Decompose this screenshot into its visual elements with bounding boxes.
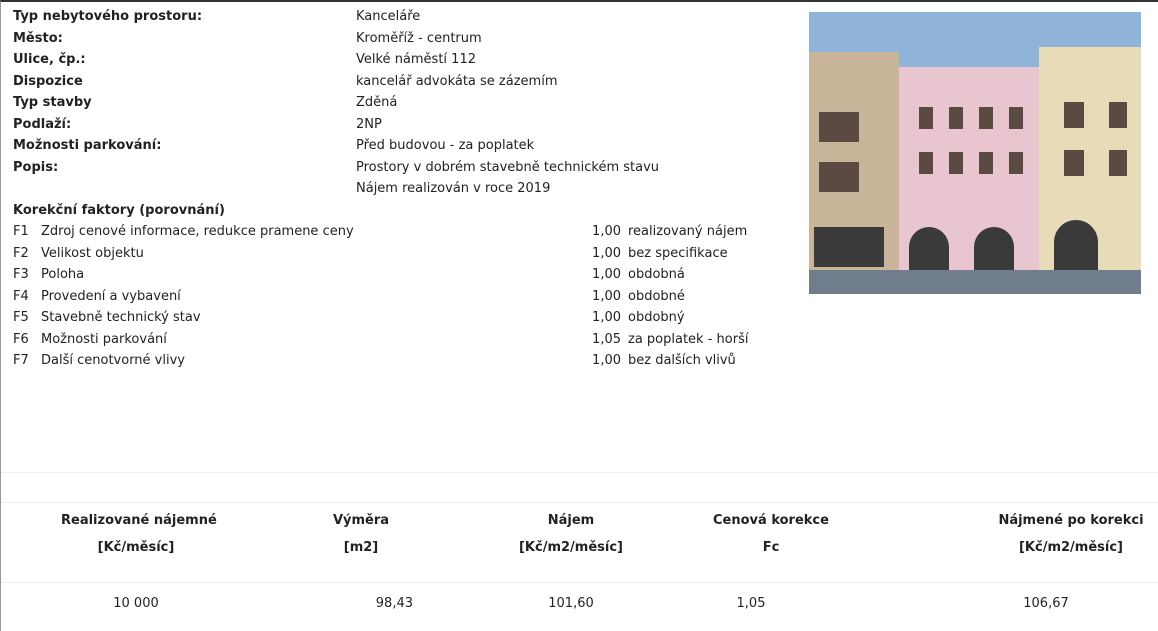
factor-name: Velikost objektu xyxy=(41,245,144,263)
property-label: Popis: xyxy=(13,159,58,177)
table-header: Nájmené po korekci xyxy=(986,512,1156,530)
factor-note: bez specifikace xyxy=(628,245,728,263)
grid-line xyxy=(1,502,1158,503)
factor-code: F3 xyxy=(13,266,29,284)
factor-note: obdobná xyxy=(628,266,685,284)
building-photo xyxy=(809,12,1141,294)
table-value: 101,60 xyxy=(491,595,651,613)
table-header: Výměra xyxy=(301,512,421,530)
table-header: Fc xyxy=(691,539,851,557)
factor-value: 1,00 xyxy=(561,352,621,370)
grid-line xyxy=(1,582,1158,583)
property-label: Dispozice xyxy=(13,73,83,91)
factor-name: Stavebně technický stav xyxy=(41,309,201,327)
table-value: 1,05 xyxy=(691,595,811,613)
factor-note: bez dalších vlivů xyxy=(628,352,736,370)
property-value: kancelář advokáta se zázemím xyxy=(356,73,558,91)
factor-value: 1,05 xyxy=(561,331,621,349)
factor-value: 1,00 xyxy=(561,309,621,327)
factor-value: 1,00 xyxy=(561,223,621,241)
factor-value: 1,00 xyxy=(561,266,621,284)
section-title: Korekční faktory (porovnání) xyxy=(13,202,225,220)
table-header: [m2] xyxy=(301,539,421,557)
factor-note: realizovaný nájem xyxy=(628,223,747,241)
property-label: Podlaží: xyxy=(13,116,71,134)
property-value: Nájem realizován v roce 2019 xyxy=(356,180,550,198)
factor-note: obdobný xyxy=(628,309,685,327)
grid-line xyxy=(1,472,1158,473)
property-value: Před budovou - za poplatek xyxy=(356,137,534,155)
factor-value: 1,00 xyxy=(561,288,621,306)
factor-name: Poloha xyxy=(41,266,84,284)
property-label: Typ stavby xyxy=(13,94,92,112)
table-header: [Kč/měsíc] xyxy=(61,539,211,557)
factor-code: F2 xyxy=(13,245,29,263)
property-value: Prostory v dobrém stavebně technickém st… xyxy=(356,159,659,177)
property-value: Kanceláře xyxy=(356,8,420,26)
table-header: [Kč/m2/měsíc] xyxy=(491,539,651,557)
property-label: Možnosti parkování: xyxy=(13,137,161,155)
property-value: 2NP xyxy=(356,116,382,134)
table-value: 10 000 xyxy=(61,595,211,613)
property-label: Město: xyxy=(13,30,63,48)
factor-note: obdobné xyxy=(628,288,685,306)
page: Typ nebytového prostoru: Kanceláře Město: K… xyxy=(0,0,1158,631)
factor-note: za poplatek - horší xyxy=(628,331,748,349)
factor-name: Zdroj cenové informace, redukce pramene … xyxy=(41,223,354,241)
factor-name: Možnosti parkování xyxy=(41,331,167,349)
table-header: Realizované nájemné xyxy=(61,512,211,530)
factor-value: 1,00 xyxy=(561,245,621,263)
table-header: Nájem xyxy=(491,512,651,530)
property-label: Ulice, čp.: xyxy=(13,51,86,69)
property-value: Velké náměstí 112 xyxy=(356,51,476,69)
factor-code: F1 xyxy=(13,223,29,241)
property-value: Zděná xyxy=(356,94,397,112)
property-label: Typ nebytového prostoru: xyxy=(13,8,202,26)
factor-name: Další cenotvorné vlivy xyxy=(41,352,185,370)
table-header: Cenová korekce xyxy=(691,512,851,530)
table-value: 98,43 xyxy=(301,595,413,613)
property-value: Kroměříž - centrum xyxy=(356,30,482,48)
factor-code: F5 xyxy=(13,309,29,327)
factor-code: F6 xyxy=(13,331,29,349)
table-header: [Kč/m2/měsíc] xyxy=(986,539,1156,557)
factor-code: F7 xyxy=(13,352,29,370)
table-value: 106,67 xyxy=(961,595,1131,613)
factor-name: Provedení a vybavení xyxy=(41,288,181,306)
factor-code: F4 xyxy=(13,288,29,306)
